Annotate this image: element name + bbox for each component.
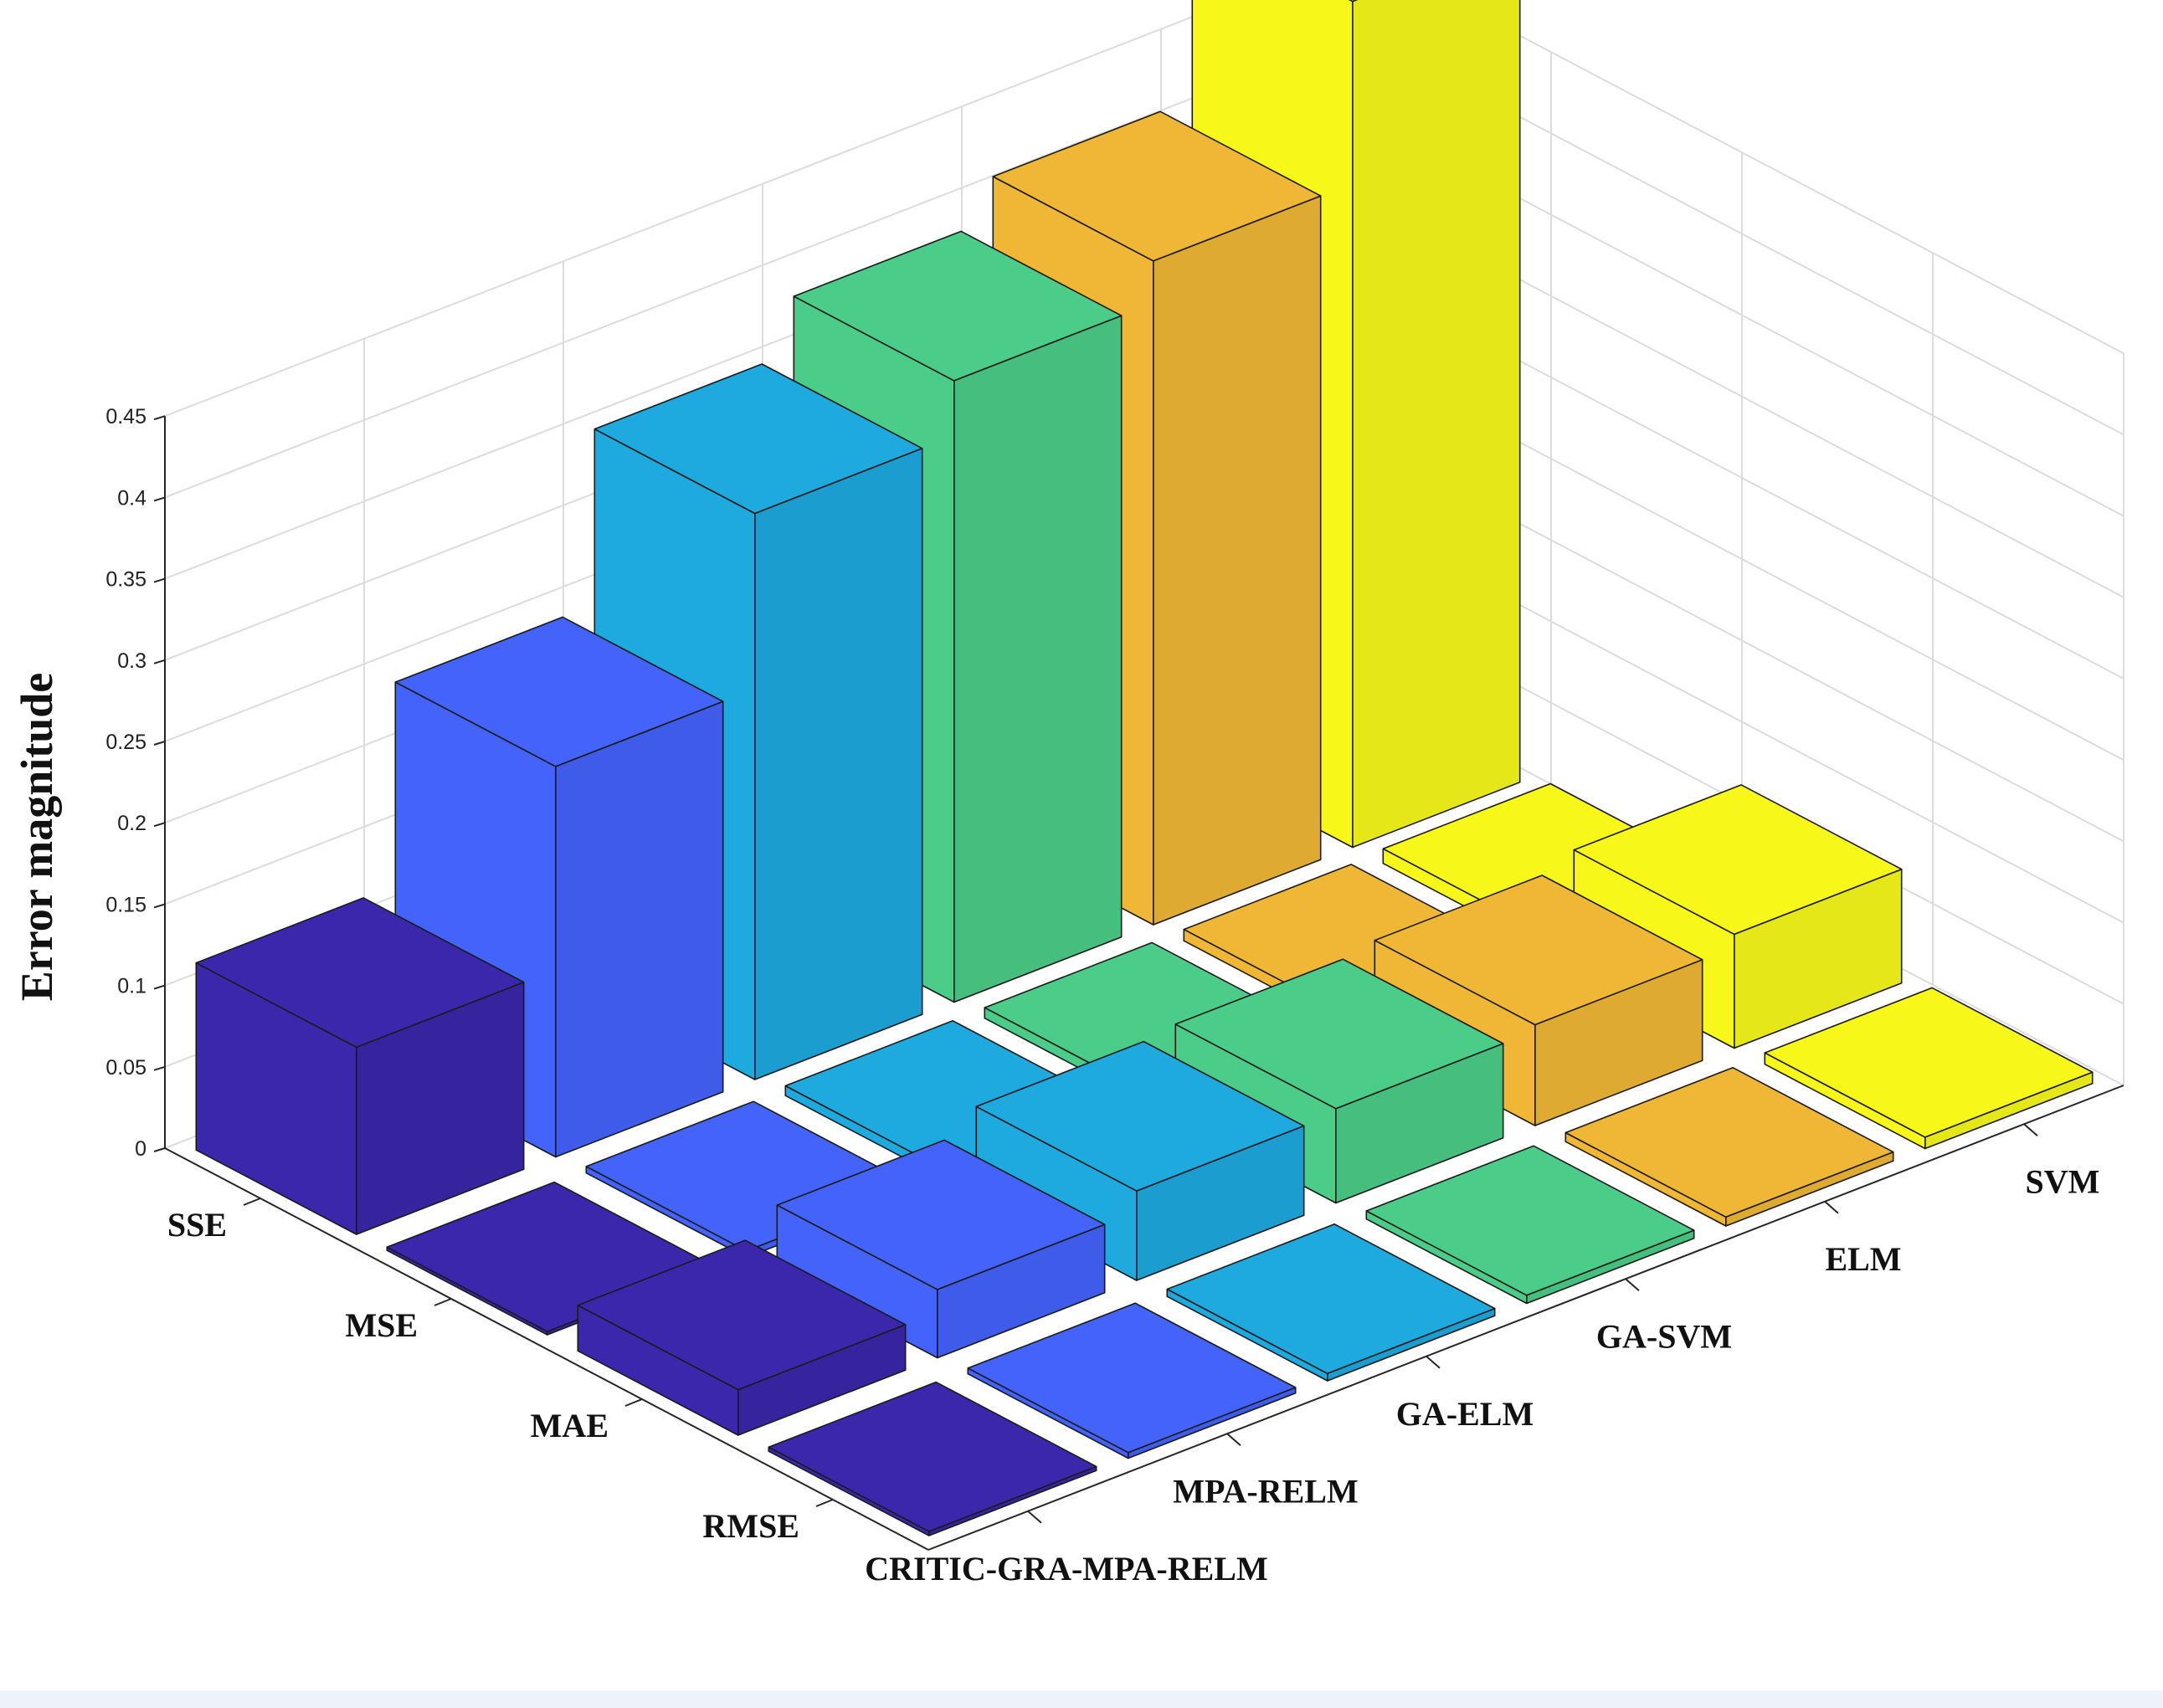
bar-top-face: [992, 110, 1322, 262]
z-tick-label: 0.15: [105, 893, 146, 916]
model-label: CRITIC-GRA-MPA-RELM: [865, 1550, 1267, 1587]
z-tick: [153, 822, 166, 828]
bar-CRITIC-GRA-MPA-RELM-SSE: [195, 897, 525, 1235]
bar-front-face: [753, 447, 923, 1080]
bar-front-face: [1352, 0, 1521, 849]
bar-top-face: [577, 1239, 907, 1391]
model-tick: [1027, 1510, 1042, 1524]
z-tick-label: 0.45: [105, 405, 146, 428]
z-tick: [153, 496, 166, 502]
bar-front-face: [1153, 195, 1322, 926]
bar-GA-SVM-RMSE: [1365, 1145, 1695, 1305]
metric-tick: [624, 1398, 643, 1407]
metric-label: RMSE: [702, 1507, 799, 1545]
z-tick: [153, 1147, 166, 1152]
model-tick: [1226, 1433, 1241, 1447]
axes: [164, 416, 2124, 1551]
bar-GA-ELM-RMSE: [1166, 1223, 1496, 1382]
metric-axis-line: [164, 1147, 929, 1551]
z-tick: [153, 577, 166, 583]
model-label: GA-ELM: [1396, 1395, 1534, 1433]
bar-top-face: [1564, 1067, 1894, 1218]
bar-top-face: [394, 616, 724, 767]
bar-top-face: [1174, 958, 1504, 1110]
z-tick-labels: 0 0.05 0.1 0.15 0.2 0.25 0.3 0.35 0.4 0.45: [105, 405, 166, 1161]
bar-top-face: [975, 1040, 1305, 1192]
model-label: ELM: [1825, 1240, 1901, 1278]
model-tick: [1426, 1355, 1441, 1369]
metric-label: SSE: [167, 1206, 227, 1244]
metric-label: MSE: [345, 1306, 418, 1344]
bar-top-face: [1349, 0, 1359, 3]
metric-label: MAE: [531, 1407, 609, 1444]
model-tick: [2023, 1123, 2038, 1137]
bar-top-face: [776, 1139, 1106, 1290]
z-tick-label: 0.2: [117, 812, 146, 835]
z-tick: [153, 415, 166, 421]
bottom-strip: [0, 1690, 2163, 1708]
z-tick-label: 0.1: [117, 975, 146, 998]
bar-top-face: [1573, 784, 1903, 936]
bar-top-face: [1374, 875, 1703, 1026]
z-tick-label: 0.25: [105, 731, 146, 754]
bar-top-face: [768, 1381, 1097, 1532]
model-label: GA-SVM: [1596, 1317, 1732, 1355]
model-tick: [1824, 1200, 1839, 1214]
bar-top-face: [195, 897, 525, 1049]
bar-CRITIC-GRA-MPA-RELM-MAE: [577, 1239, 907, 1436]
bar-ELM-RMSE: [1564, 1067, 1894, 1227]
model-axis-line: [927, 1085, 2124, 1551]
bar-top-face: [1365, 1145, 1695, 1296]
z-tick-label: 0.05: [105, 1056, 146, 1080]
z-tick: [153, 1065, 166, 1071]
z-tick-label: 0.3: [117, 649, 146, 673]
z-tick-label: 0.35: [105, 568, 146, 592]
model-label: MPA-RELM: [1173, 1472, 1358, 1510]
z-tick-label: 0: [135, 1137, 146, 1161]
bar-top-face: [1166, 1223, 1496, 1375]
bar-top-face: [967, 1302, 1297, 1454]
z-axis-title: Error magnitude: [12, 673, 62, 1002]
bar-top-face: [1764, 987, 2094, 1138]
z-tick: [153, 903, 166, 909]
z-tick: [153, 741, 166, 746]
category-labels: SSE MSE MAE RMSE CRITIC-GRA-MPA-RELM MPA-RELM…: [167, 1123, 2100, 1587]
bar-front-face: [953, 315, 1123, 1003]
bar-CRITIC-GRA-MPA-RELM-RMSE: [768, 1381, 1097, 1536]
metric-tick: [243, 1198, 261, 1206]
bar-top-face: [793, 230, 1123, 382]
z-tick: [153, 659, 166, 664]
bars: [195, 0, 2094, 1536]
metric-tick: [815, 1499, 834, 1507]
z-tick-label: 0.4: [117, 486, 146, 510]
metric-tick: [434, 1298, 452, 1306]
bar-MPA-RELM-RMSE: [967, 1302, 1297, 1459]
bar-top-face: [593, 363, 923, 515]
bar-front-face: [554, 700, 724, 1158]
model-label: SVM: [2026, 1162, 2100, 1200]
bar-SVM-RMSE: [1764, 987, 2094, 1150]
z-tick: [153, 984, 166, 990]
model-tick: [1625, 1278, 1640, 1292]
